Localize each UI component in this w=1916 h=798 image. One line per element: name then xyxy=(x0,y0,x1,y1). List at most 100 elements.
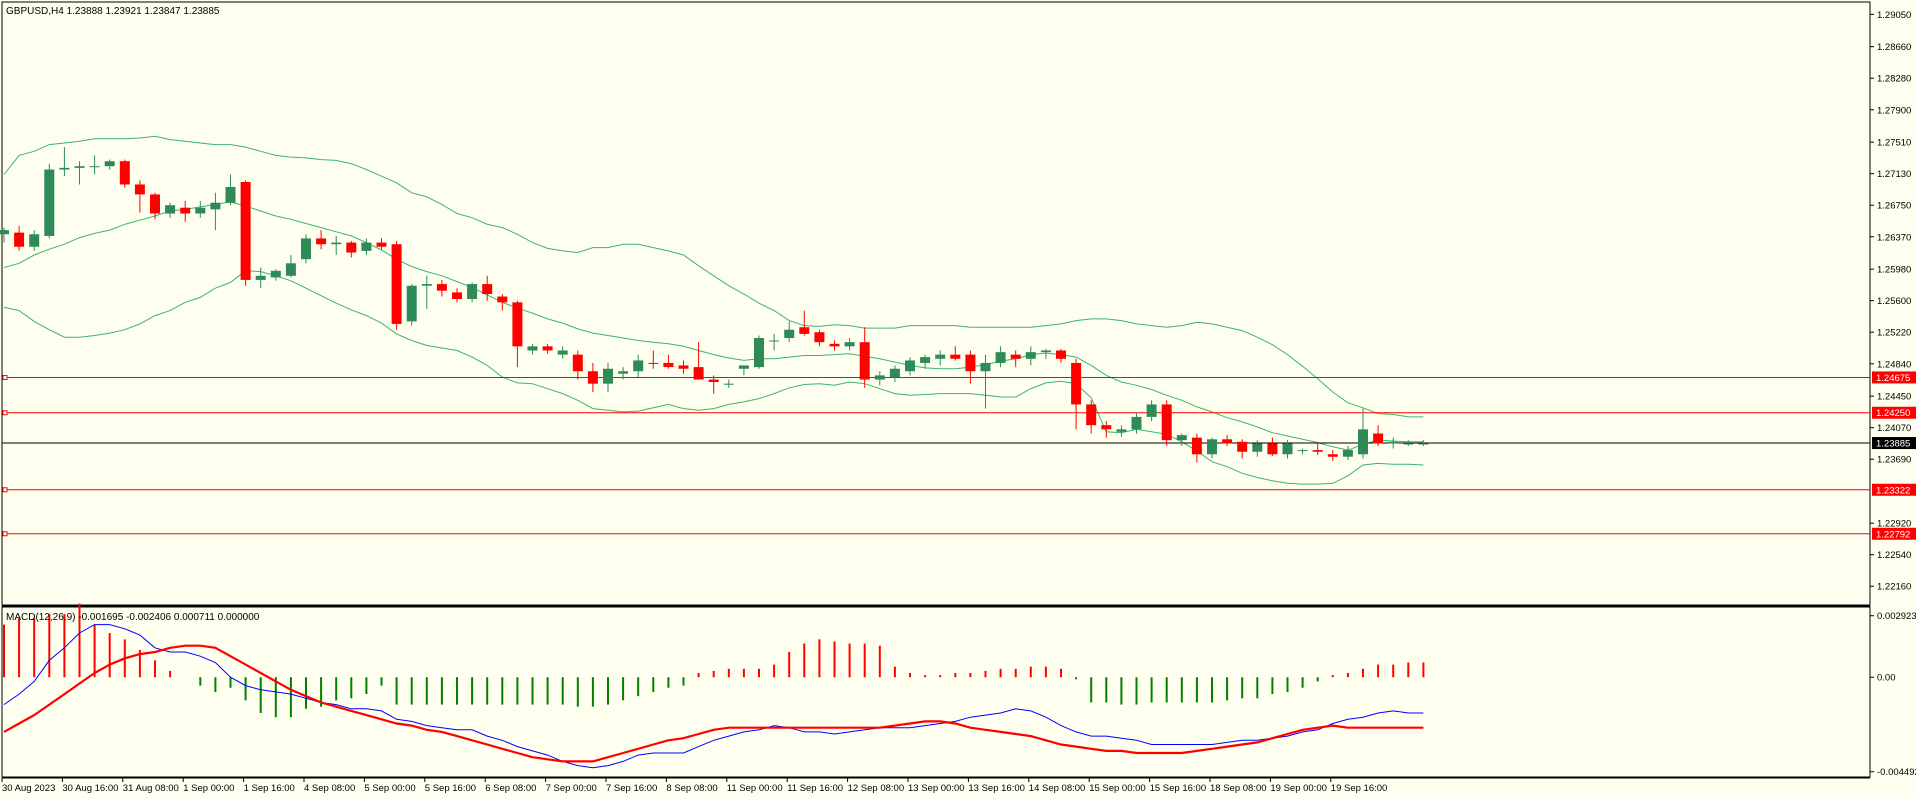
candle xyxy=(1086,400,1097,434)
price-tick-label: 1.24070 xyxy=(1877,423,1911,434)
candle-body xyxy=(920,357,931,363)
price-tick-label: 1.28280 xyxy=(1877,74,1911,85)
candle xyxy=(618,367,629,380)
candle-body xyxy=(1327,454,1338,457)
candle xyxy=(1388,437,1399,449)
candle-body xyxy=(376,242,387,247)
candle xyxy=(603,362,613,392)
candle-body xyxy=(889,368,900,378)
level-handle[interactable] xyxy=(2,374,8,380)
candle-body xyxy=(0,230,9,235)
time-tick-label: 7 Sep 16:00 xyxy=(606,783,657,794)
level-price-label: 1.24250 xyxy=(1876,408,1910,419)
candle-body xyxy=(1373,433,1384,444)
level-handle[interactable] xyxy=(2,531,8,537)
candle xyxy=(859,327,870,388)
time-tick-label: 8 Sep 08:00 xyxy=(666,783,717,794)
candle-body xyxy=(346,242,357,253)
candle xyxy=(29,230,40,251)
candle xyxy=(467,282,478,303)
candle xyxy=(1297,448,1308,455)
time-tick-label: 15 Sep 00:00 xyxy=(1089,783,1146,794)
time-tick-label: 15 Sep 16:00 xyxy=(1150,783,1207,794)
macd-lines xyxy=(3,624,1424,769)
candle-body xyxy=(814,332,825,343)
candle xyxy=(950,346,961,361)
candle-body xyxy=(1116,429,1127,432)
time-tick-label: 1 Sep 16:00 xyxy=(244,783,295,794)
horizontal-levels[interactable]: 1.24675 1.24250 1.23322 1.22792 1.23885 xyxy=(2,371,1916,540)
candle xyxy=(693,342,704,380)
candle-body xyxy=(874,375,885,380)
candle xyxy=(1071,358,1082,430)
candle-body xyxy=(14,232,25,247)
time-tick-label: 12 Sep 08:00 xyxy=(848,783,905,794)
time-tick-label: 7 Sep 00:00 xyxy=(546,783,597,794)
level-handle[interactable] xyxy=(2,410,8,416)
candle xyxy=(905,357,915,376)
price-tick-label: 1.29050 xyxy=(1877,10,1911,21)
candle-body xyxy=(527,346,538,351)
candle xyxy=(1176,433,1187,446)
signal-line xyxy=(3,644,1424,763)
macd-panel-frame xyxy=(1,606,1871,778)
candle-body xyxy=(1418,443,1429,445)
candle-body xyxy=(406,285,417,322)
candle xyxy=(270,269,281,281)
candle-body xyxy=(965,354,976,372)
candle xyxy=(240,180,251,286)
candle xyxy=(316,230,327,250)
candle-body xyxy=(1161,404,1172,441)
candle-body xyxy=(240,181,251,280)
candle-body xyxy=(119,161,130,185)
price-tick-label: 1.27510 xyxy=(1877,138,1911,149)
candle-body xyxy=(285,263,296,276)
candle xyxy=(1342,445,1353,461)
candle-body xyxy=(1010,354,1021,359)
candle-body xyxy=(1237,441,1248,452)
price-panel[interactable]: 1.24675 1.24250 1.23322 1.22792 1.23885 1.29… xyxy=(0,1,1916,606)
time-tick-label: 19 Sep 00:00 xyxy=(1270,783,1327,794)
candle xyxy=(376,238,387,250)
level-price-label: 1.24675 xyxy=(1876,373,1910,384)
candle-body xyxy=(1388,441,1399,444)
time-tick-label: 19 Sep 16:00 xyxy=(1331,783,1388,794)
candle-body xyxy=(436,284,447,291)
candle-body xyxy=(633,360,644,372)
price-tick-label: 1.22160 xyxy=(1877,582,1911,593)
candle-body xyxy=(603,368,613,384)
candle-body xyxy=(391,244,402,324)
candle xyxy=(708,375,719,394)
macd-panel[interactable]: 0.002923 0.00 -0.004492 MACD(12,26,9) -0.0… xyxy=(1,603,1916,779)
candle-body xyxy=(59,167,70,170)
candle xyxy=(1131,412,1142,434)
candle xyxy=(738,365,749,376)
level-handle[interactable] xyxy=(2,487,8,493)
candle-body xyxy=(1207,439,1217,455)
macd-tick-label: 0.002923 xyxy=(1877,611,1916,622)
price-tick-label: 1.25220 xyxy=(1877,328,1911,339)
time-tick-label: 13 Sep 00:00 xyxy=(908,783,965,794)
price-tick-label: 1.26370 xyxy=(1877,232,1911,243)
candle-body xyxy=(769,340,780,342)
candle-body xyxy=(361,242,372,251)
candlesticks xyxy=(0,147,1429,463)
candle xyxy=(814,329,825,347)
time-tick-label: 30 Aug 2023 xyxy=(2,783,55,794)
candle xyxy=(89,155,100,175)
candle xyxy=(74,161,85,185)
candle-body xyxy=(1267,443,1278,455)
symbol-header: GBPUSD,H4 1.23888 1.23921 1.23847 1.2388… xyxy=(6,6,220,17)
candle xyxy=(799,310,810,336)
macd-tick-label: 0.00 xyxy=(1877,673,1896,684)
candle xyxy=(844,338,855,351)
candle xyxy=(1327,450,1338,461)
candle xyxy=(44,163,55,239)
price-tick-label: 1.26750 xyxy=(1877,201,1911,212)
candle-body xyxy=(542,346,553,351)
candle xyxy=(995,346,1006,368)
candle-body xyxy=(497,296,508,303)
candle xyxy=(436,279,447,297)
candle-body xyxy=(1025,352,1036,359)
